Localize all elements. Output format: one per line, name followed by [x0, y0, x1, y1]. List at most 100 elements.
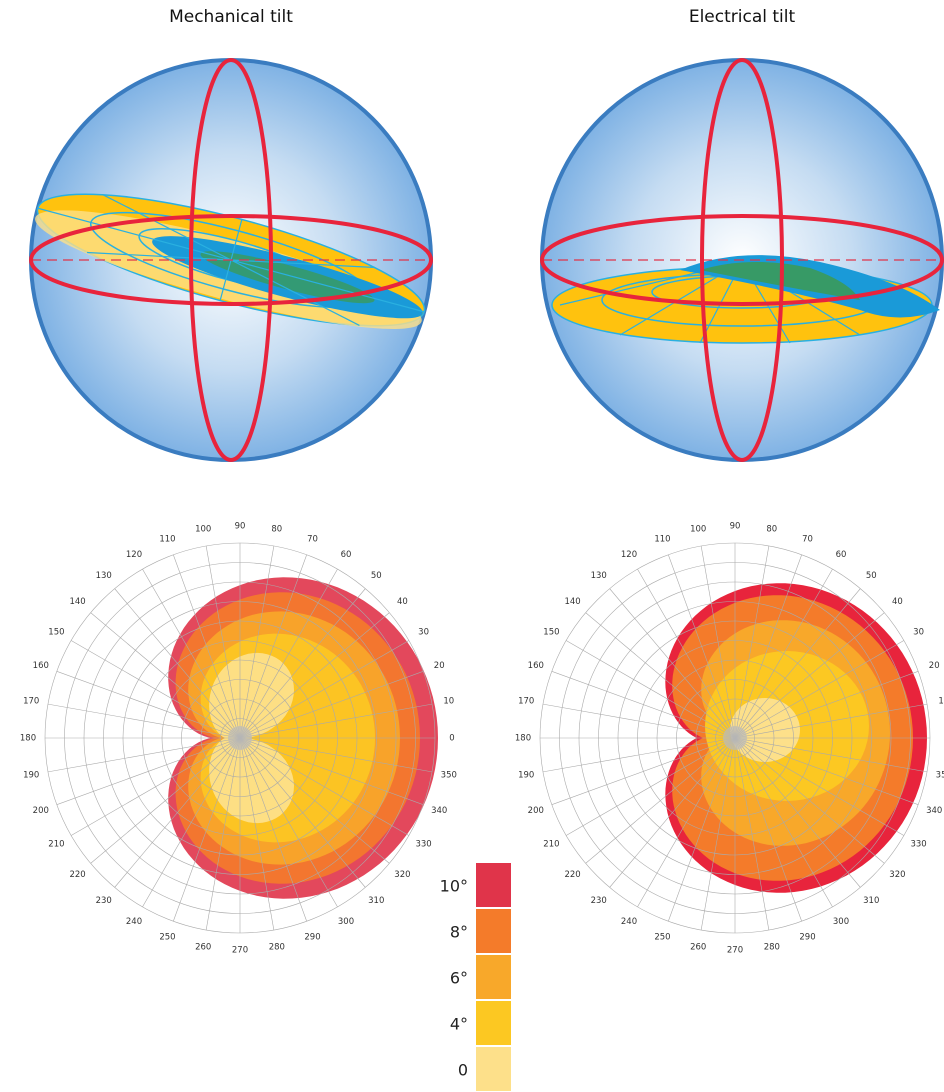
angle-label: 170	[518, 697, 534, 707]
grid-spoke	[734, 737, 928, 773]
grid-spoke	[173, 737, 241, 922]
angle-label: 20	[434, 661, 445, 671]
grid-spoke	[734, 737, 919, 805]
grid-spoke	[205, 737, 241, 931]
angle-label: 300	[833, 917, 849, 927]
grid-spoke	[239, 588, 366, 739]
grid-spoke	[734, 737, 905, 836]
grid-spoke	[700, 737, 736, 931]
angle-label: 180	[515, 734, 531, 744]
grid-spoke	[734, 671, 919, 739]
angle-label: 70	[307, 534, 318, 544]
grid-spoke	[142, 568, 241, 739]
angle-label: 170	[23, 697, 39, 707]
angle-label: 30	[418, 628, 429, 638]
angle-label: 130	[591, 571, 607, 581]
legend-swatch	[476, 1001, 511, 1045]
angle-label: 160	[33, 661, 49, 671]
angle-label: 60	[836, 550, 847, 560]
angle-label: 10	[443, 697, 454, 707]
angle-label: 340	[926, 806, 942, 816]
angle-label: 100	[690, 525, 706, 535]
angle-label: 140	[69, 597, 85, 607]
legend-label: 10°	[440, 877, 468, 896]
angle-label: 270	[232, 946, 248, 956]
angle-label: 130	[96, 571, 112, 581]
angle-label: 190	[518, 770, 534, 780]
angle-label: 70	[802, 534, 813, 544]
grid-spoke	[734, 545, 770, 739]
angle-label: 350	[936, 770, 944, 780]
angle-label: 0	[449, 734, 454, 744]
sphere-mechanical	[29, 58, 433, 462]
grid-spoke	[239, 737, 275, 931]
angle-label: 40	[397, 597, 408, 607]
grid-spoke	[114, 588, 241, 739]
legend-swatch	[476, 909, 511, 953]
grid-spoke	[668, 554, 736, 739]
legend-label: 0	[458, 1061, 468, 1080]
grid-spoke	[700, 545, 736, 739]
grid-spoke	[239, 612, 390, 739]
legend-label: 4°	[450, 1015, 468, 1034]
grid-spoke	[734, 554, 802, 739]
angle-label: 110	[159, 534, 175, 544]
grid-spoke	[142, 737, 241, 908]
grid-spoke	[239, 737, 433, 773]
angle-label: 210	[48, 840, 64, 850]
angle-label: 60	[341, 550, 352, 560]
angle-label: 220	[564, 870, 580, 880]
angle-label: 200	[528, 806, 544, 816]
title: Electrical tilt	[689, 7, 796, 27]
angle-label: 330	[415, 840, 431, 850]
angle-label: 280	[764, 942, 780, 952]
grid-spoke	[734, 703, 928, 739]
grid-spoke	[239, 671, 424, 739]
polar-mechanical: 0 10 20 30 40 50 60 70 80 90 100 110 120 130 140 150 160…	[20, 522, 457, 956]
grid-spoke	[56, 671, 241, 739]
grid-spoke	[70, 737, 241, 836]
angle-label: 50	[866, 571, 877, 581]
grid-spoke	[239, 554, 307, 739]
angle-label: 210	[543, 840, 559, 850]
grid-spoke	[734, 640, 905, 739]
grid-spoke	[239, 737, 410, 836]
grid-spoke	[239, 545, 275, 739]
angle-label: 230	[96, 896, 112, 906]
center	[228, 726, 252, 750]
grid-spoke	[668, 737, 736, 922]
angle-label: 320	[889, 870, 905, 880]
angle-label: 20	[929, 661, 940, 671]
grid-spoke	[565, 737, 736, 836]
grid-spoke	[609, 588, 736, 739]
angle-label: 80	[271, 525, 282, 535]
angle-label: 300	[338, 917, 354, 927]
grid-spoke	[239, 703, 433, 739]
grid-spoke	[542, 737, 736, 773]
angle-label: 250	[654, 933, 670, 943]
grid-spoke	[90, 737, 241, 864]
angle-label: 270	[727, 946, 743, 956]
grid-spoke	[551, 737, 736, 805]
grid-spoke	[542, 703, 736, 739]
grid-spoke	[734, 568, 833, 739]
angle-label: 310	[863, 896, 879, 906]
angle-label: 50	[371, 571, 382, 581]
grid-spoke	[734, 737, 802, 922]
grid-spoke	[173, 554, 241, 739]
title: Mechanical tilt	[169, 7, 293, 27]
angle-label: 90	[730, 522, 741, 532]
angle-label: 80	[766, 525, 777, 535]
angle-label: 240	[621, 917, 637, 927]
angle-label: 290	[799, 933, 815, 943]
grid-spoke	[734, 737, 885, 864]
legend-label: 6°	[450, 969, 468, 988]
angle-label: 310	[368, 896, 384, 906]
angle-label: 100	[195, 525, 211, 535]
pattern-layer	[209, 652, 294, 824]
grid-spoke	[114, 737, 241, 888]
grid-spoke	[734, 612, 885, 739]
grid-spoke	[551, 671, 736, 739]
